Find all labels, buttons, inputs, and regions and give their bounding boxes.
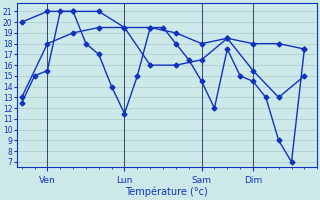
X-axis label: Température (°c): Température (°c) bbox=[125, 187, 208, 197]
